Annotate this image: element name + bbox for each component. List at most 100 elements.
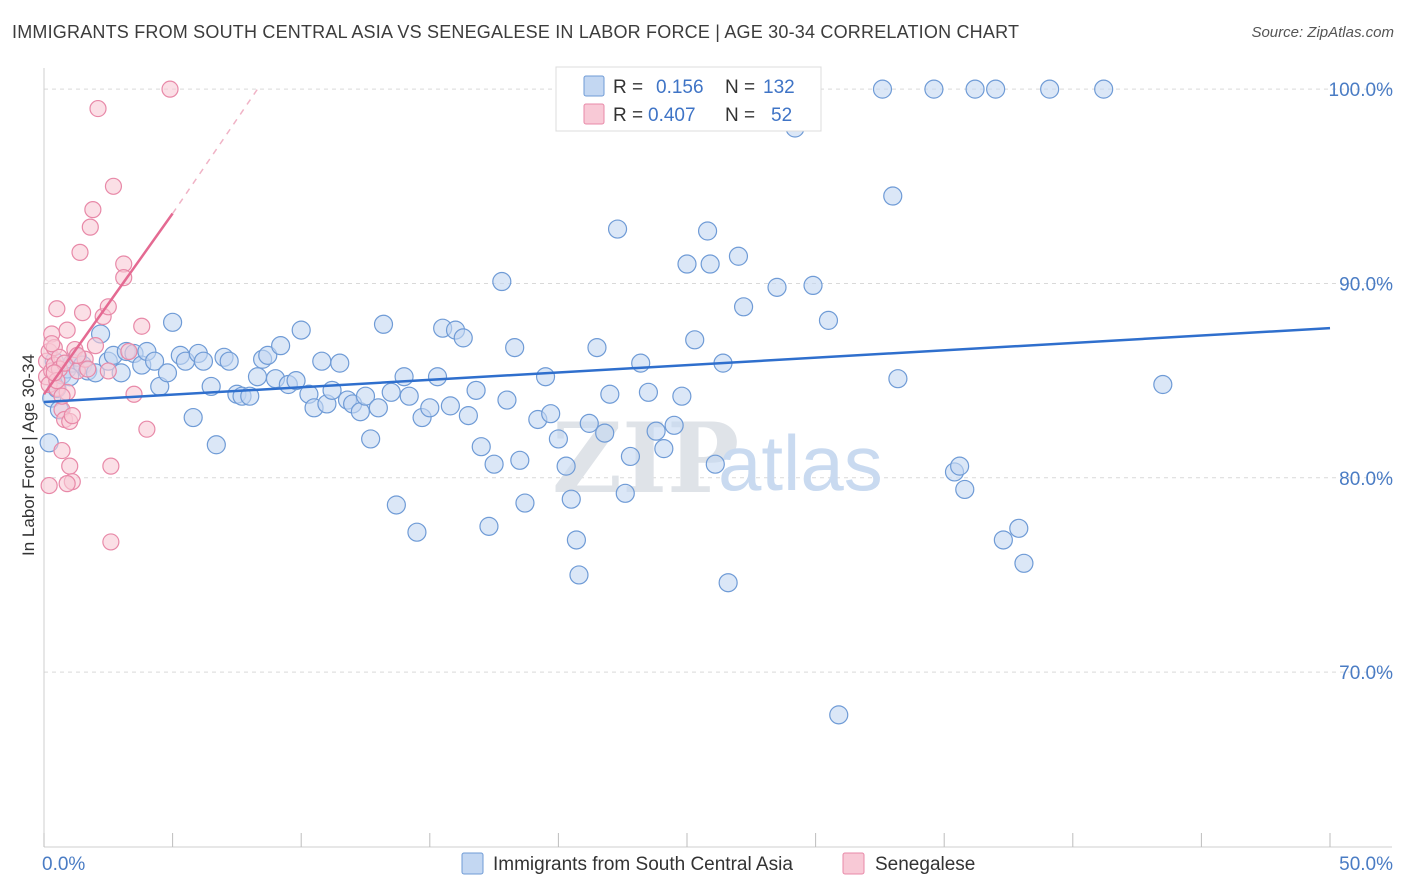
data-point-south-central-asia — [510, 450, 530, 470]
data-point-south-central-asia — [271, 336, 291, 356]
data-point-south-central-asia — [993, 530, 1013, 550]
data-point-senegalese — [133, 317, 151, 335]
data-point-senegalese — [43, 335, 61, 353]
data-point-south-central-asia — [399, 386, 419, 406]
source-credit: Source: ZipAtlas.com — [1251, 24, 1394, 41]
series-south-central-asia — [39, 79, 1173, 725]
data-point-south-central-asia — [535, 367, 556, 387]
data-point-south-central-asia — [368, 398, 388, 418]
data-point-senegalese — [48, 300, 66, 318]
data-point-senegalese — [40, 476, 58, 495]
data-point-south-central-asia — [733, 297, 754, 317]
trend-line-senegalese-extension — [171, 88, 259, 214]
data-point-south-central-asia — [466, 380, 486, 400]
data-point-south-central-asia — [394, 367, 414, 387]
data-point-south-central-asia — [206, 435, 226, 455]
data-point-senegalese — [102, 533, 120, 551]
data-point-south-central-asia — [361, 429, 381, 449]
data-point-south-central-asia — [453, 328, 473, 348]
data-point-south-central-asia — [818, 310, 839, 330]
y-tick-label: 100.0% — [1329, 80, 1394, 101]
data-point-south-central-asia — [620, 446, 641, 467]
data-point-south-central-asia — [569, 565, 589, 585]
data-point-senegalese — [53, 441, 71, 460]
data-point-south-central-asia — [479, 516, 499, 536]
data-point-south-central-asia — [1009, 518, 1029, 538]
data-point-south-central-asia — [646, 421, 666, 441]
bottom-legend-swatch-pink — [842, 852, 865, 875]
data-point-south-central-asia — [718, 573, 738, 593]
legend-r-label: R = — [613, 77, 643, 98]
data-point-south-central-asia — [697, 221, 718, 241]
data-point-south-central-asia — [888, 369, 908, 389]
legend-n-label: N = — [725, 77, 755, 98]
data-point-senegalese — [58, 475, 76, 493]
data-point-senegalese — [79, 360, 97, 378]
bottom-legend-swatch-blue — [461, 852, 484, 875]
data-point-senegalese — [61, 457, 79, 475]
data-point-south-central-asia — [183, 407, 203, 428]
data-point-senegalese — [104, 177, 123, 195]
data-point-south-central-asia — [157, 363, 178, 383]
data-point-senegalese — [99, 362, 117, 380]
data-point-south-central-asia — [1094, 79, 1114, 99]
data-point-south-central-asia — [986, 79, 1006, 99]
data-point-south-central-asia — [330, 353, 350, 373]
legend-r-value-pink: 0.407 — [648, 105, 696, 126]
data-point-south-central-asia — [440, 396, 460, 416]
data-point-south-central-asia — [600, 384, 620, 404]
data-point-south-central-asia — [1040, 79, 1060, 99]
data-point-south-central-asia — [965, 79, 985, 99]
data-point-south-central-asia — [373, 314, 394, 334]
data-point-south-central-asia — [1014, 553, 1034, 573]
data-point-south-central-asia — [286, 371, 306, 391]
data-point-senegalese — [84, 201, 102, 219]
data-point-south-central-asia — [258, 345, 278, 365]
data-point-senegalese — [125, 385, 143, 403]
data-point-south-central-asia — [291, 320, 311, 340]
data-point-south-central-asia — [163, 312, 183, 332]
y-tick-label: 80.0% — [1339, 469, 1393, 490]
data-point-south-central-asia — [355, 386, 376, 406]
legend-n-value-blue: 132 — [763, 77, 795, 98]
watermark-atlas: atlas — [718, 419, 883, 507]
data-point-senegalese — [71, 243, 89, 261]
data-point-south-central-asia — [672, 386, 692, 406]
data-point-south-central-asia — [767, 277, 787, 297]
data-point-south-central-asia — [607, 219, 628, 239]
data-point-south-central-asia — [541, 404, 561, 424]
data-point-south-central-asia — [219, 351, 239, 371]
data-point-senegalese — [161, 80, 179, 98]
data-point-south-central-asia — [638, 382, 659, 402]
data-point-senegalese — [86, 337, 105, 355]
y-axis-label: In Labor Force | Age 30-34 — [19, 354, 38, 556]
series-legend: Immigrants from South Central Asia Seneg… — [461, 852, 975, 875]
y-tick-label: 70.0% — [1339, 663, 1393, 684]
data-point-south-central-asia — [427, 367, 448, 387]
data-point-south-central-asia — [458, 406, 478, 426]
data-point-senegalese — [63, 407, 81, 425]
axes — [43, 68, 1392, 848]
data-point-south-central-asia — [566, 530, 587, 550]
data-point-senegalese — [120, 342, 138, 361]
trend-line-south-central-asia — [43, 326, 1331, 404]
data-point-south-central-asia — [381, 382, 401, 402]
data-point-south-central-asia — [247, 367, 268, 387]
data-point-south-central-asia — [587, 337, 607, 358]
data-point-south-central-asia — [515, 493, 535, 513]
data-point-senegalese — [81, 218, 99, 236]
data-point-senegalese — [58, 321, 76, 339]
data-point-senegalese — [115, 269, 133, 287]
data-point-south-central-asia — [420, 398, 440, 418]
data-point-south-central-asia — [556, 456, 576, 476]
data-point-south-central-asia — [872, 79, 893, 99]
data-point-south-central-asia — [579, 413, 599, 433]
legend-swatch-pink — [583, 103, 605, 125]
data-point-south-central-asia — [705, 454, 725, 474]
legend-swatch-blue — [583, 75, 605, 97]
trend-lines — [42, 88, 1331, 404]
data-point-south-central-asia — [144, 351, 165, 371]
data-point-south-central-asia — [700, 254, 720, 274]
data-point-south-central-asia — [950, 456, 970, 476]
data-point-senegalese — [102, 457, 120, 475]
